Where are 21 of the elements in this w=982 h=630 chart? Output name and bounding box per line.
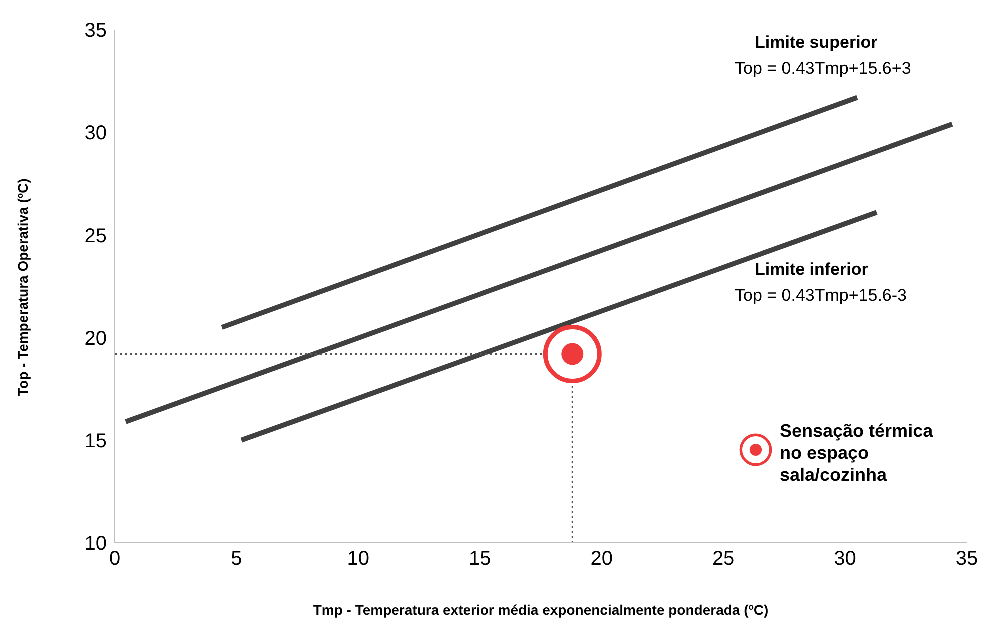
- x-axis-title: Tmp - Temperatura exterior média exponencialmente ponderada (ºC): [313, 602, 769, 618]
- annotation: Top = 0.43Tmp+15.6+3: [735, 59, 912, 79]
- x-tick-label: 5: [231, 548, 242, 570]
- y-tick-label: 20: [84, 328, 107, 350]
- x-tick-label: 15: [469, 548, 492, 570]
- x-tick-label: 30: [834, 548, 856, 570]
- x-tick-label: 0: [109, 548, 121, 570]
- y-tick-label: 10: [84, 533, 107, 556]
- annotation: Top = 0.43Tmp+15.6-3: [735, 286, 908, 306]
- x-tick-label: 20: [590, 548, 613, 570]
- x-tick-label: 35: [956, 548, 978, 570]
- annotation: Limite superior: [755, 33, 878, 53]
- legend-label: Sensação térmica no espaço sala/cozinha: [780, 420, 934, 485]
- x-tick-label: 10: [347, 548, 370, 570]
- y-axis-title: Top - Temperatura Operativa (ºC): [14, 178, 31, 396]
- y-tick-label: 25: [84, 225, 107, 248]
- y-tick-label: 30: [84, 122, 107, 145]
- y-tick-label: 35: [84, 20, 107, 42]
- x-tick-label: 25: [712, 548, 735, 570]
- annotation: Limite inferior: [755, 260, 868, 280]
- y-tick-label: 15: [84, 430, 107, 452]
